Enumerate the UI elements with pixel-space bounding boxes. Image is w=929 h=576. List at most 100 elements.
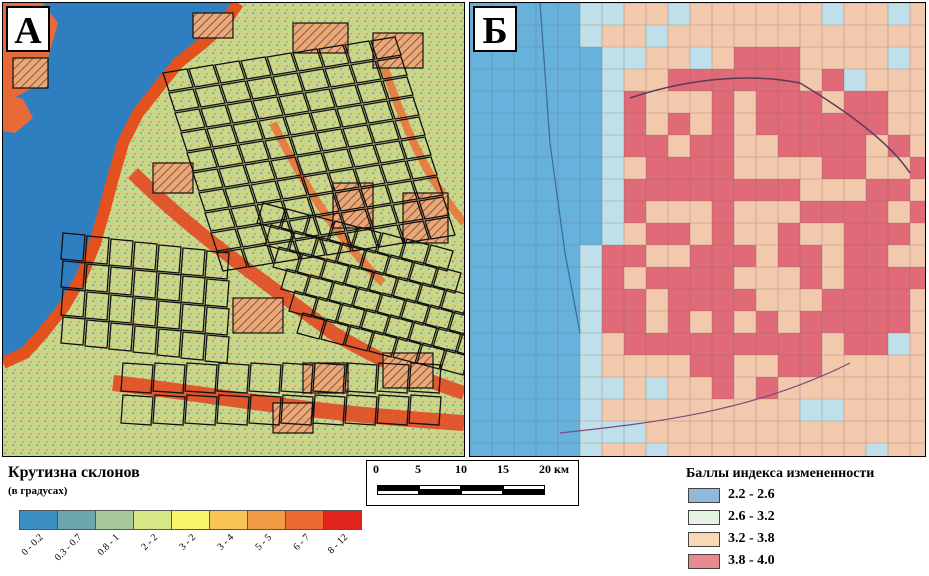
scale-label-15: 15 [497,462,509,476]
index-cell [756,69,778,91]
index-cell [624,377,646,399]
field-plot [302,172,334,196]
index-cell [910,267,925,289]
index-cell [624,69,646,91]
index-cell [514,69,536,91]
index-cell [602,311,624,333]
index-cell [602,223,624,245]
index-cell [668,377,690,399]
field-plot [246,76,278,100]
index-cell [712,355,734,377]
field-plot [330,84,362,108]
index-cell [888,91,910,113]
index-cell [910,201,925,223]
index-cell [844,443,866,456]
field-plot [440,348,464,376]
field-plot [280,394,314,426]
index-cell [536,223,558,245]
field-plot [198,188,230,212]
index-cell [778,69,800,91]
index-cell [888,201,910,223]
field-plot [310,108,342,132]
index-cell [756,179,778,201]
field-plot [382,76,414,100]
index-cell [734,443,756,456]
index-cell [734,135,756,157]
index-cell [734,267,756,289]
index-cell [536,25,558,47]
index-cell [580,25,602,47]
index-cell [470,157,492,179]
index-cell [558,3,580,25]
index-cell [910,421,925,443]
field-plot [280,208,310,236]
index-cell [800,311,822,333]
index-cell [580,443,602,456]
field-plot [424,304,454,332]
scale-label-20: 20 км [539,462,570,476]
index-cell [844,289,866,311]
index-cell [470,355,492,377]
index-cell [778,223,800,245]
index-cell [844,25,866,47]
index-label: 3.2 - 3.8 [728,531,775,546]
index-legend-item: 3.8 - 4.0 [688,552,775,570]
index-cell [822,47,844,69]
index-cell [888,311,910,333]
index-cell [910,91,925,113]
index-cell [492,223,514,245]
shore-strip [3,93,33,133]
index-cell [514,223,536,245]
index-cell [690,157,712,179]
index-cell [514,3,536,25]
index-cell [844,91,866,113]
field-plot [204,278,230,308]
index-cell [668,113,690,135]
index-cell [668,245,690,267]
index-cell [822,113,844,135]
field-plot [376,232,406,260]
scale-bar: 0 5 10 15 20 км [366,460,579,506]
index-cell [712,3,734,25]
index-cell [756,157,778,179]
slope-map [3,3,464,456]
index-cell [800,399,822,421]
slope-swatch [324,511,361,529]
index-cell [514,377,536,399]
index-cell [800,443,822,456]
field-plot [216,248,248,272]
index-cell [558,201,580,223]
index-cell [844,69,866,91]
field-plot [156,300,182,330]
index-cell [536,399,558,421]
index-cell [514,91,536,113]
index-cell [558,333,580,355]
field-plot [256,200,288,224]
field-plot [360,248,390,276]
index-cell [558,135,580,157]
index-cell [514,25,536,47]
index-cell [668,157,690,179]
index-cell [866,223,888,245]
field-plot [408,394,442,426]
field-boundaries [60,36,464,426]
index-cell [514,179,536,201]
index-cell [910,157,925,179]
field-plot [344,394,378,426]
index-cell [646,333,668,355]
index-cell [646,311,668,333]
field-plot [250,180,282,204]
field-plot [344,324,374,352]
field-plot [174,108,206,132]
index-cell [822,157,844,179]
index-cell [624,333,646,355]
field-plot [266,52,298,76]
field-plot [60,260,86,290]
index-cell [734,421,756,443]
slope-legend-title: Крутизна склонов [8,464,140,481]
index-cell [712,201,734,223]
index-cell [910,377,925,399]
index-cell [492,421,514,443]
index-cell [800,289,822,311]
index-cell [580,47,602,69]
